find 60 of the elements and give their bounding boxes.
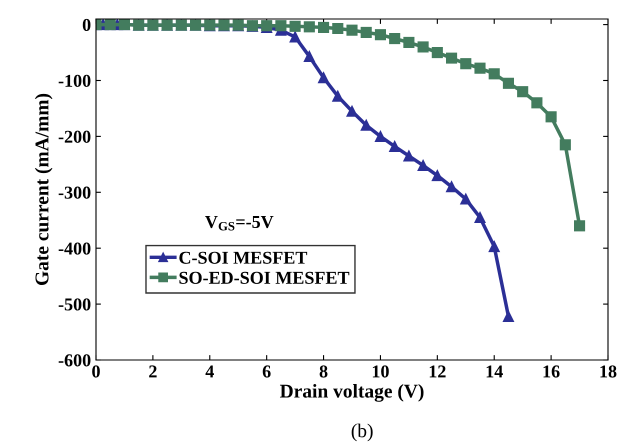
y-tick-label: -100 <box>58 74 90 87</box>
point <box>304 21 315 32</box>
point <box>389 140 400 152</box>
annotation: V$_{GS}$=-5V <box>205 216 274 230</box>
x-tick-label: 12 <box>430 365 446 378</box>
x-tick-label: 18 <box>600 365 616 378</box>
y-tick-label: -500 <box>58 298 90 311</box>
point <box>318 72 330 84</box>
point <box>346 24 358 36</box>
point <box>474 62 486 74</box>
x-tick-label: 10 <box>372 365 389 378</box>
point <box>460 58 472 70</box>
point <box>560 139 571 150</box>
point <box>432 170 443 182</box>
point <box>432 46 443 58</box>
point <box>574 220 586 232</box>
y-tick-label: -200 <box>58 130 90 143</box>
point <box>546 111 557 122</box>
point <box>346 106 358 117</box>
y-axis-title: Gate current (mA/mm) <box>34 94 52 286</box>
point <box>488 240 500 252</box>
point <box>446 52 458 64</box>
point <box>275 20 286 32</box>
point <box>418 41 429 53</box>
point <box>389 33 400 44</box>
x-tick-label: 6 <box>262 365 271 378</box>
point <box>403 150 414 162</box>
point <box>502 310 514 322</box>
point <box>488 68 500 80</box>
point <box>460 193 472 205</box>
x-tick-label: 14 <box>486 365 503 378</box>
point <box>290 20 301 32</box>
point <box>360 120 372 131</box>
point <box>418 160 429 172</box>
point <box>374 130 386 142</box>
point <box>332 22 344 34</box>
point <box>318 22 330 33</box>
legend-label: C-SOI MESFET <box>179 252 308 264</box>
y-tick-label: 0 <box>82 18 90 32</box>
point <box>517 86 528 98</box>
y-tick-label: -300 <box>58 186 90 199</box>
x-tick-label: 2 <box>149 365 157 378</box>
x-axis-title: Drain voltage (V) <box>280 384 424 402</box>
text: (b) <box>352 424 373 442</box>
point <box>304 50 315 62</box>
x-tick-label: 8 <box>320 365 328 378</box>
y-tick-label: -400 <box>58 242 90 255</box>
point <box>290 31 301 42</box>
point <box>474 212 486 224</box>
x-tick-label: 4 <box>206 366 214 378</box>
point <box>374 29 386 40</box>
point <box>531 97 542 108</box>
point <box>502 78 514 89</box>
x-tick-label: 0 <box>92 365 100 378</box>
y-tick-label: -600 <box>58 354 90 366</box>
point <box>360 26 372 38</box>
x-tick-label: 16 <box>544 365 560 378</box>
legend-label: SO-ED-SOI MESFET <box>179 272 350 284</box>
point <box>403 36 414 48</box>
point <box>332 90 344 102</box>
